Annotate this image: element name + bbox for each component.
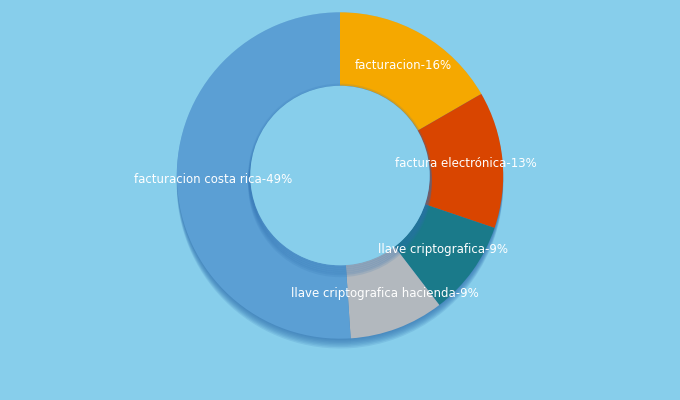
Wedge shape — [394, 214, 494, 315]
Wedge shape — [177, 16, 351, 343]
Wedge shape — [418, 94, 503, 228]
Wedge shape — [346, 256, 439, 348]
Wedge shape — [418, 102, 503, 236]
Wedge shape — [394, 210, 494, 310]
Text: llave criptografica-9%: llave criptografica-9% — [378, 243, 508, 256]
Wedge shape — [394, 204, 494, 305]
Wedge shape — [346, 248, 439, 340]
Wedge shape — [340, 12, 481, 131]
Wedge shape — [177, 12, 351, 339]
Wedge shape — [340, 15, 481, 134]
Wedge shape — [340, 21, 481, 139]
Wedge shape — [418, 101, 503, 235]
Wedge shape — [394, 213, 494, 313]
Wedge shape — [340, 18, 481, 136]
Wedge shape — [346, 255, 439, 347]
Wedge shape — [340, 12, 481, 131]
Wedge shape — [177, 22, 351, 348]
Wedge shape — [340, 16, 481, 135]
Wedge shape — [418, 95, 503, 229]
Text: facturacion-16%: facturacion-16% — [355, 60, 452, 72]
Wedge shape — [394, 204, 494, 305]
Wedge shape — [346, 252, 439, 344]
Wedge shape — [346, 247, 439, 338]
Text: facturacion costa rica-49%: facturacion costa rica-49% — [135, 173, 292, 186]
Wedge shape — [418, 100, 503, 234]
Wedge shape — [418, 98, 503, 232]
Wedge shape — [177, 19, 351, 346]
Wedge shape — [177, 14, 351, 340]
Wedge shape — [346, 251, 439, 342]
Text: factura electrónica-13%: factura electrónica-13% — [395, 157, 537, 170]
Wedge shape — [177, 12, 351, 339]
Wedge shape — [346, 254, 439, 345]
Wedge shape — [394, 211, 494, 312]
Wedge shape — [394, 206, 494, 306]
Circle shape — [250, 86, 430, 265]
Wedge shape — [346, 247, 439, 338]
Wedge shape — [340, 22, 481, 140]
Wedge shape — [394, 208, 494, 309]
Wedge shape — [340, 19, 481, 138]
Wedge shape — [177, 18, 351, 344]
Wedge shape — [346, 250, 439, 341]
Wedge shape — [177, 21, 351, 347]
Text: llave criptografica hacienda-9%: llave criptografica hacienda-9% — [290, 287, 479, 300]
Wedge shape — [418, 104, 503, 238]
Wedge shape — [418, 94, 503, 228]
Wedge shape — [340, 14, 481, 132]
Wedge shape — [177, 15, 351, 342]
Wedge shape — [394, 207, 494, 308]
Wedge shape — [418, 97, 503, 231]
